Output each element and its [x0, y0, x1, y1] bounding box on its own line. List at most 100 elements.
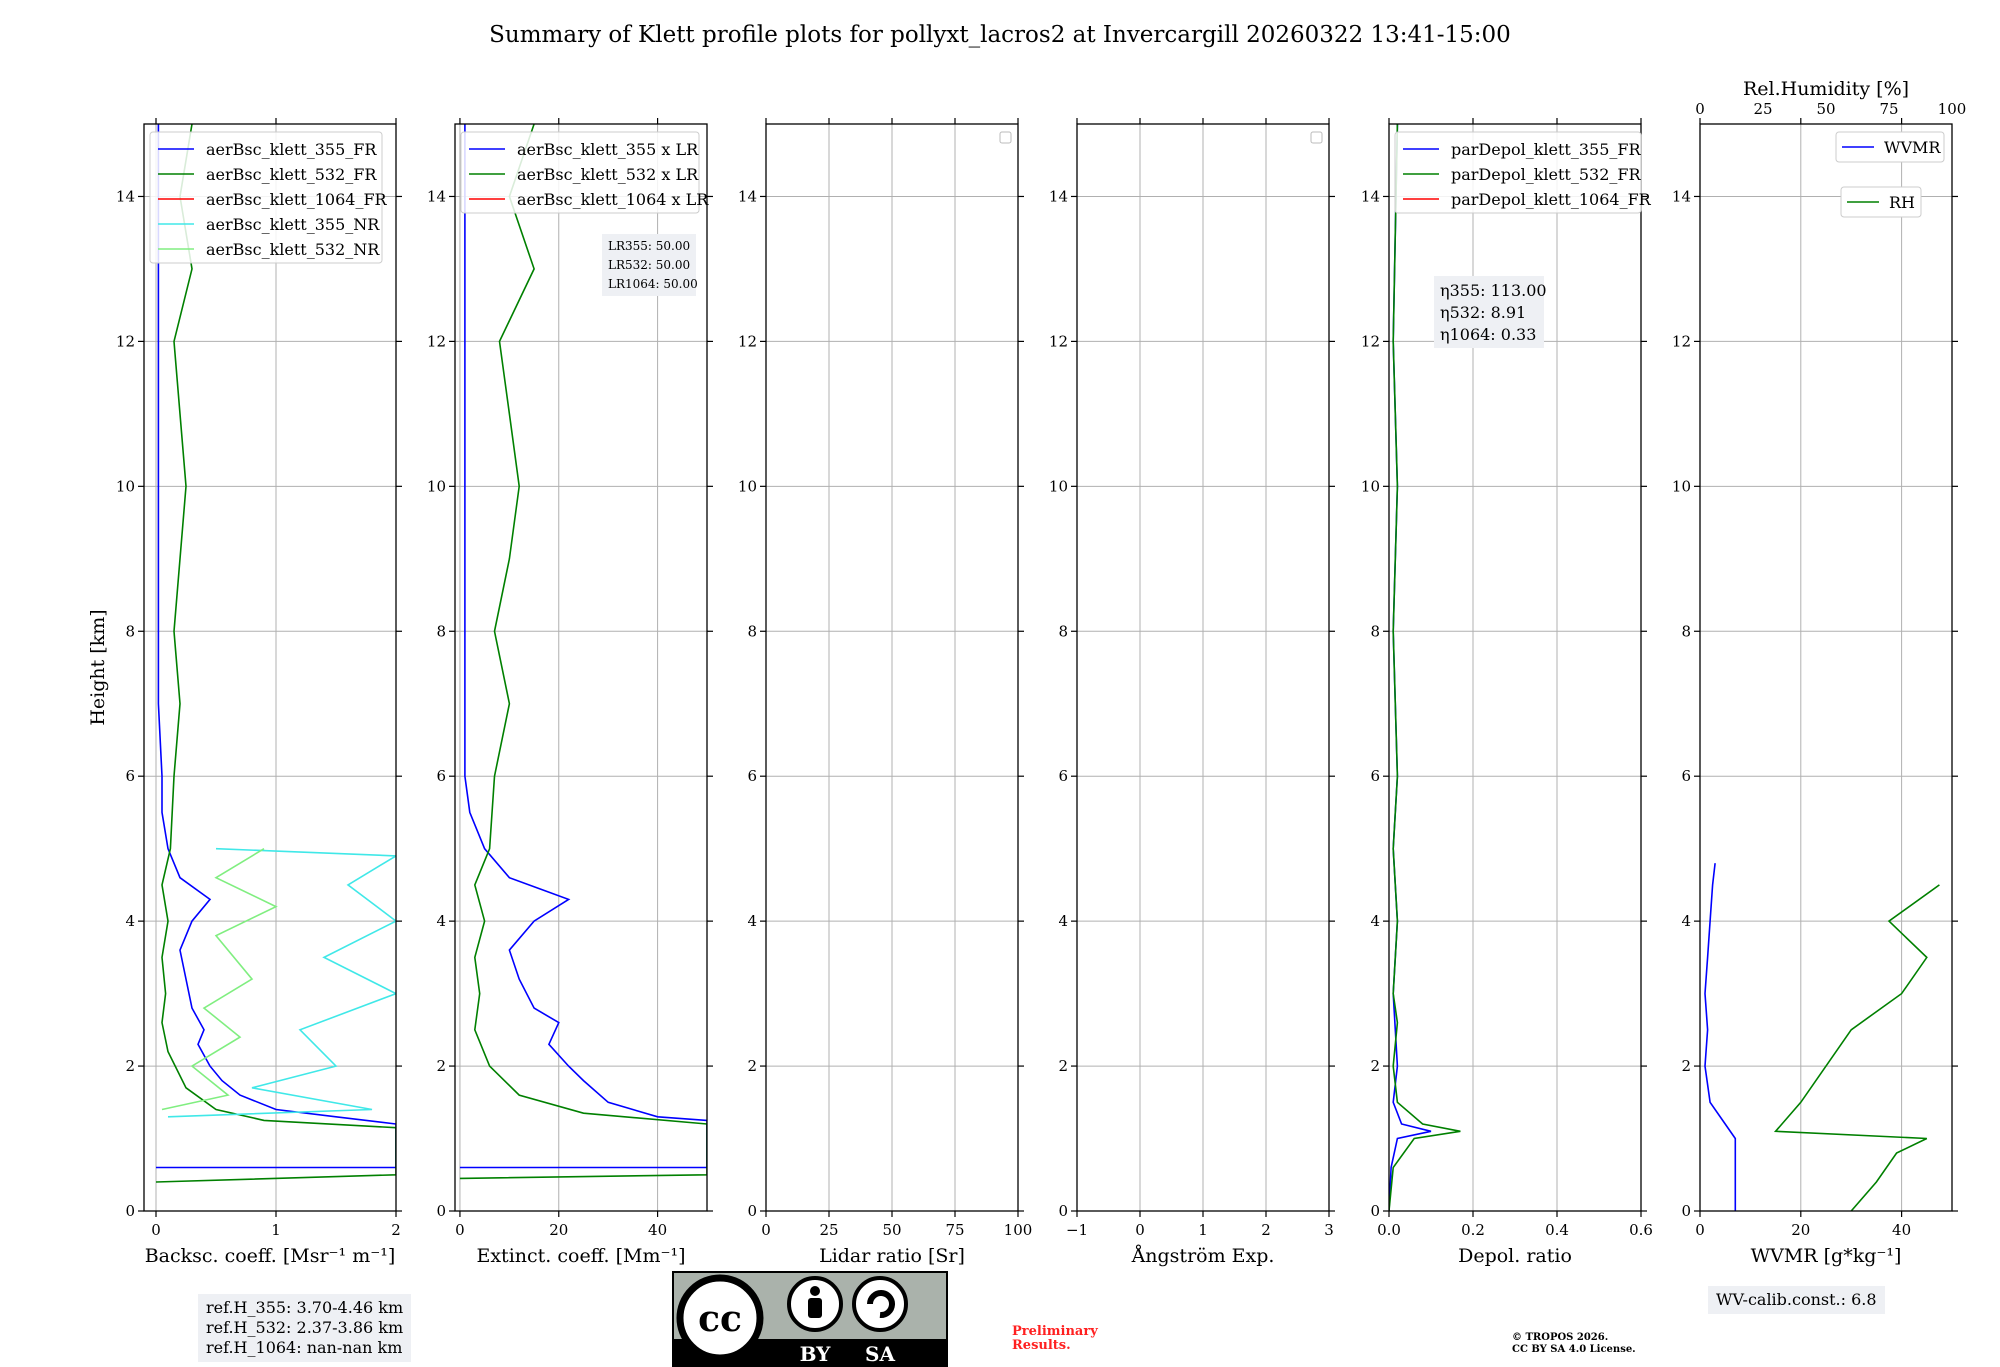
annotation-box	[1434, 276, 1544, 348]
wv-calib-box: WV-calib.const.: 6.8	[1708, 1286, 1885, 1314]
refh-1064: ref.H_1064: nan-nan km	[206, 1338, 403, 1357]
y-tick-label: 0	[125, 1202, 135, 1220]
y-tick-label: 12	[1049, 332, 1068, 350]
y-tick-label: 4	[1370, 912, 1380, 930]
x-tick-label: 0	[761, 1221, 771, 1239]
x-axis-label: Extinct. coeff. [Mm⁻¹]	[476, 1245, 685, 1267]
legend-entry: aerBsc_klett_1064 x LR	[517, 190, 709, 209]
series-line-aerBsc_klett_355 x LR	[459, 124, 707, 1169]
y-tick-label: 10	[738, 477, 757, 495]
series-group	[1704, 863, 1940, 1211]
legend-box	[460, 131, 700, 214]
legend-box	[1835, 131, 1945, 163]
y-tick-label: 0	[1058, 1202, 1068, 1220]
empty-legend-box	[999, 131, 1012, 144]
x-axis-label: Depol. ratio	[1458, 1245, 1572, 1267]
y-tick-label: 2	[1370, 1057, 1380, 1075]
y-tick-label: 6	[1370, 767, 1380, 785]
x-tick-label: 0	[455, 1221, 465, 1239]
y-tick-label: 4	[436, 912, 446, 930]
panel-depol: 0.0 0.2 0.4 0.6 0 2 4 6 8 10 12 14 Depol. ratio parDe…	[1361, 118, 1653, 1267]
x-tick-label: 0.0	[1377, 1221, 1401, 1239]
y-tick-label: 8	[125, 622, 135, 640]
x-tick-label: 0.2	[1461, 1221, 1485, 1239]
axes-frame	[143, 123, 397, 1212]
legend-entry: aerBsc_klett_532_NR	[206, 240, 380, 259]
preliminary-note: Preliminary Results.	[1012, 1325, 1098, 1353]
x-tick-label: 1	[271, 1221, 281, 1239]
x2-tick-label: 0	[1695, 100, 1705, 118]
refh-532: ref.H_532: 2.37-3.86 km	[206, 1318, 404, 1337]
y-tick-label: 0	[1370, 1202, 1380, 1220]
y-tick-label: 12	[738, 332, 757, 350]
legend-entry: aerBsc_klett_1064_FR	[206, 190, 388, 209]
y-tick-label: 4	[1681, 912, 1691, 930]
series-line-aerBsc_klett_355_FR	[156, 124, 396, 1169]
y-tick-label: 8	[436, 622, 446, 640]
axes-frame	[454, 123, 708, 1212]
y-tick-label: 14	[738, 187, 757, 205]
legend-box	[149, 131, 383, 264]
y-tick-label: 10	[1672, 477, 1691, 495]
y-tick-label: 10	[427, 477, 446, 495]
y-tick-label: 12	[1361, 332, 1380, 350]
x-tick-label: −1	[1066, 1221, 1088, 1239]
y-tick-label: 2	[436, 1057, 446, 1075]
y-tick-label: 12	[116, 332, 135, 350]
y-tick-label: 8	[1058, 622, 1068, 640]
empty-legend-box	[1310, 131, 1323, 144]
y-tick-label: 8	[747, 622, 757, 640]
x-axis-label: Ångström Exp.	[1131, 1245, 1275, 1267]
x-tick-label: 100	[1004, 1221, 1033, 1239]
legend-entry: WVMR	[1884, 138, 1941, 157]
x-tick-label: 0	[1135, 1221, 1145, 1239]
legend-entry: parDepol_klett_355_FR	[1451, 140, 1642, 159]
y-tick-label: 6	[436, 767, 446, 785]
x-tick-label: 20	[1791, 1221, 1810, 1239]
x2-tick-label: 75	[1879, 100, 1898, 118]
legend-box	[1394, 131, 1642, 214]
series-line-aerBsc_klett_532_FR	[155, 124, 396, 1183]
series-line-WVMR	[1704, 863, 1737, 1211]
series-line-aerBsc_klett_532_NR	[161, 848, 278, 1111]
y-tick-label: 0	[1681, 1202, 1691, 1220]
x-tick-label: 0.4	[1545, 1221, 1569, 1239]
y-tick-label: 4	[747, 912, 757, 930]
axes-frame	[1388, 123, 1642, 1212]
legend-entry: RH	[1889, 193, 1915, 212]
y-tick-label: 6	[1058, 767, 1068, 785]
annotation-line: LR355: 50.00	[608, 239, 690, 253]
figure-title: Summary of Klett profile plots for polly…	[489, 22, 1511, 48]
x-tick-label: 1	[1198, 1221, 1208, 1239]
legend-box	[1840, 186, 1922, 218]
y-tick-label: 10	[1361, 477, 1380, 495]
y-tick-label: 2	[1058, 1057, 1068, 1075]
panel-wvmr_rh: 0 20 40 0 2 4 6 8 10 12 14 WVMR [g*kg⁻¹] 0 25 50 75 100 R…	[1672, 78, 1966, 1267]
legend-entry: parDepol_klett_532_FR	[1451, 165, 1642, 184]
x-tick-label: 40	[648, 1221, 667, 1239]
x2-tick-label: 50	[1816, 100, 1835, 118]
x-tick-label: 0	[1695, 1221, 1705, 1239]
x-axis-label: WVMR [g*kg⁻¹]	[1751, 1245, 1902, 1267]
y-axis-label: Height [km]	[87, 609, 109, 725]
y-tick-label: 6	[1681, 767, 1691, 785]
cc-circle-icon	[676, 1274, 764, 1362]
series-line-RH	[1773, 884, 1940, 1211]
x-axis-label: Backsc. coeff. [Msr⁻¹ m⁻¹]	[145, 1245, 396, 1267]
x-tick-label: 40	[1892, 1221, 1911, 1239]
cc-text: cc	[698, 1298, 742, 1340]
annotation-line: η532: 8.91	[1440, 303, 1526, 322]
x-tick-label: 3	[1324, 1221, 1334, 1239]
by-text: BY	[800, 1342, 832, 1366]
series-line-parDepol_klett_532_FR	[1389, 124, 1461, 1211]
legend-entry: aerBsc_klett_355 x LR	[517, 140, 699, 159]
x-tick-label: 75	[945, 1221, 964, 1239]
copyright-note: © TROPOS 2026. CC BY SA 4.0 License.	[1512, 1332, 1636, 1356]
panel-lidar_ratio: 0 25 50 75 100 0 2 4 6 8 10 12 14 Lidar ratio [Sr]	[738, 118, 1032, 1267]
prelim-line-1: Preliminary	[1012, 1324, 1098, 1339]
cc-by-sa-logo: cc BY SA	[672, 1271, 948, 1367]
y-tick-label: 0	[436, 1202, 446, 1220]
prelim-line-2: Results.	[1012, 1338, 1071, 1353]
